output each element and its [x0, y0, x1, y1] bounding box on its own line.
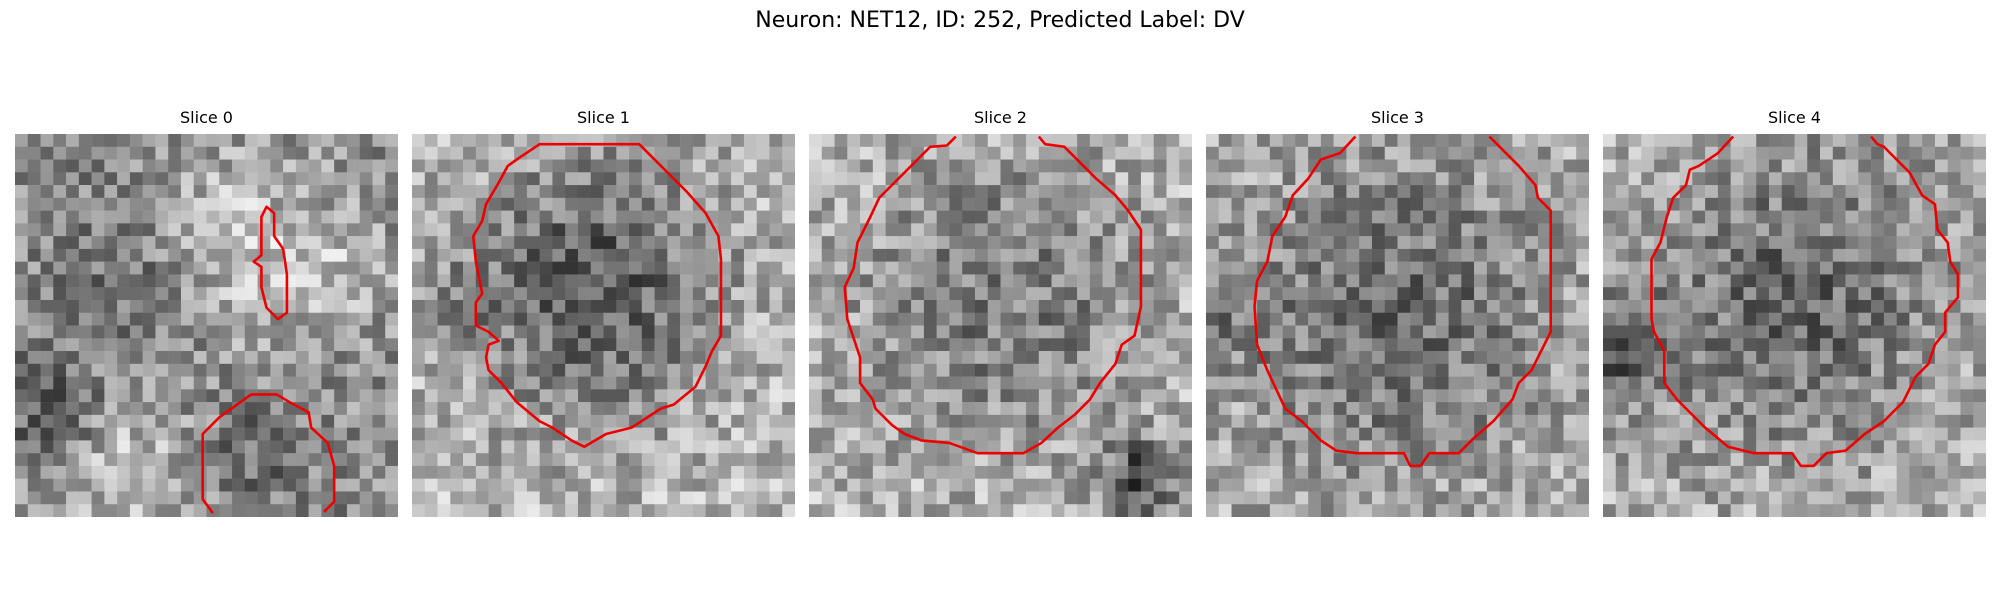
slice-title-3: Slice 3 — [1371, 108, 1424, 127]
slice-image-3 — [1206, 134, 1589, 517]
figure-title: Neuron: NET12, ID: 252, Predicted Label:… — [755, 8, 1245, 33]
slice-panel-4: Slice 4 — [1603, 108, 1986, 517]
slice-title-0: Slice 0 — [180, 108, 233, 127]
slice-image-2 — [809, 134, 1192, 517]
slice-panel-0: Slice 0 — [15, 108, 398, 517]
slice-title-4: Slice 4 — [1768, 108, 1821, 127]
slice-panel-2: Slice 2 — [809, 108, 1192, 517]
neuron-contour-4 — [1652, 137, 1958, 466]
slice-title-2: Slice 2 — [974, 108, 1027, 127]
slice-image-0 — [15, 134, 398, 517]
neuron-contour-2 — [845, 137, 1141, 454]
neuron-contour-0a — [254, 207, 287, 319]
neuron-contour-0b — [203, 394, 334, 513]
slice-panel-3: Slice 3 — [1206, 108, 1589, 517]
slice-image-1 — [412, 134, 795, 517]
neuron-contour-1 — [473, 144, 721, 447]
slice-title-1: Slice 1 — [577, 108, 630, 127]
slice-image-4 — [1603, 134, 1986, 517]
slice-panel-1: Slice 1 — [412, 108, 795, 517]
neuron-contour-3 — [1255, 137, 1551, 466]
